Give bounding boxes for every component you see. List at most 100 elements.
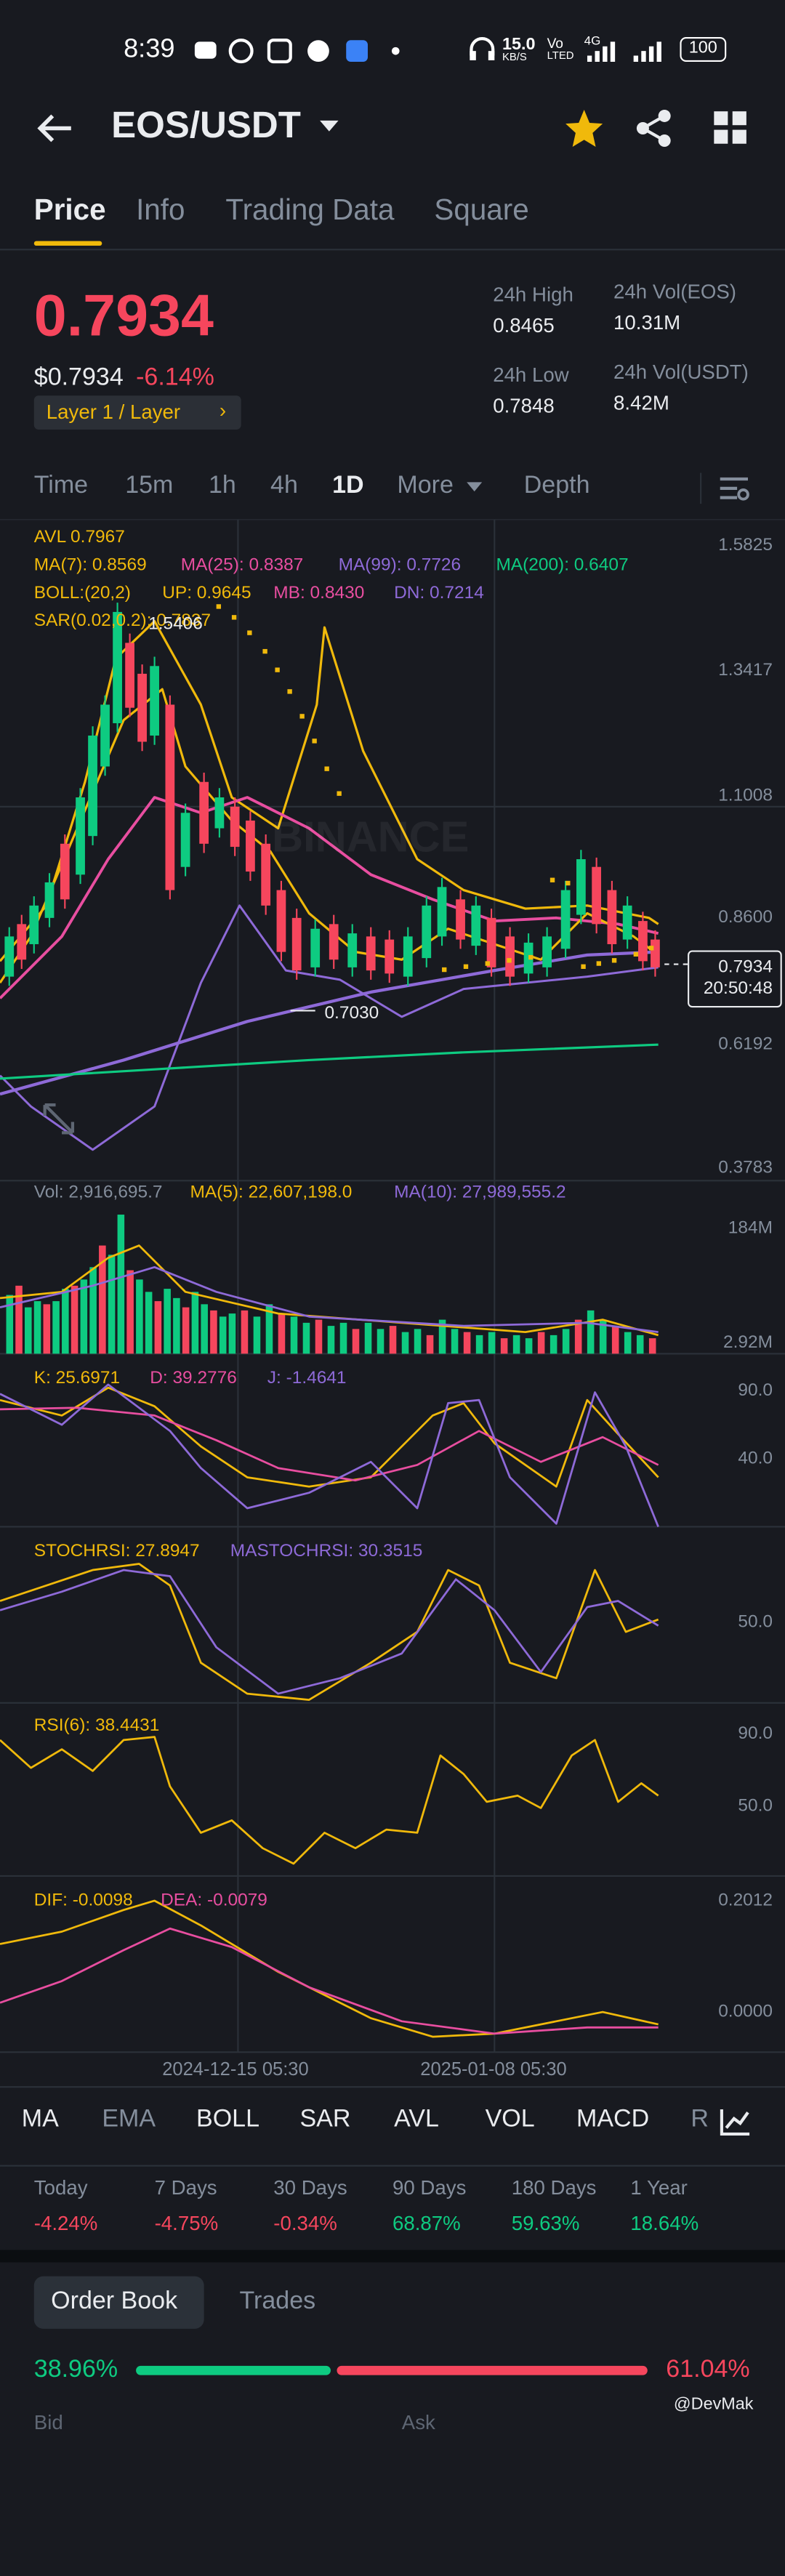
volume-bar: [228, 1313, 236, 1354]
sar-dot: [463, 964, 469, 970]
perf-value: -0.34%: [273, 2211, 337, 2235]
chart-area[interactable]: AVL 0.7967 MA(7): 0.8569 MA(25): 0.8387 …: [0, 519, 785, 2086]
sell-ratio: 61.04%: [666, 2356, 750, 2383]
binance-watermark: BINANCE: [272, 813, 470, 861]
indicator-ema[interactable]: EMA: [102, 2106, 156, 2133]
tf-1h[interactable]: 1h: [209, 472, 236, 499]
indicator-boll[interactable]: BOLL: [196, 2106, 260, 2133]
sell-ratio-bar: [337, 2365, 648, 2375]
legend-vol-ma10: MA(10): 27,989,555.2: [394, 1183, 566, 1203]
indicator-ma[interactable]: MA: [21, 2106, 59, 2133]
sar-dot: [611, 958, 617, 963]
candle-body: [76, 797, 85, 875]
candle-body: [385, 939, 395, 974]
tab-info[interactable]: Info: [136, 194, 185, 228]
tab-trading-data[interactable]: Trading Data: [225, 194, 395, 228]
kdj-axis-label: 40.0: [738, 1449, 773, 1468]
pair-title[interactable]: EOS/USDT: [111, 105, 301, 147]
volume-bar: [636, 1335, 644, 1354]
volume-bar: [154, 1301, 162, 1354]
tab-price[interactable]: Price: [33, 194, 106, 228]
tab-square[interactable]: Square: [434, 194, 529, 228]
volume-bar: [648, 1338, 656, 1354]
vol-ma10-line: [0, 1265, 659, 1333]
candle-body: [471, 905, 481, 946]
tf-4h[interactable]: 4h: [270, 472, 298, 499]
boll-up-line: [0, 620, 659, 962]
tf-time[interactable]: Time: [33, 472, 89, 499]
perf-value: 59.63%: [511, 2211, 580, 2235]
candle-body: [422, 905, 432, 959]
sar-dot: [581, 964, 586, 970]
perf-value: 68.87%: [392, 2211, 461, 2235]
expand-chart-icon[interactable]: [40, 1100, 77, 1138]
candle-body: [651, 939, 660, 967]
perf-value: 18.64%: [630, 2211, 699, 2235]
signal-icon: [587, 41, 661, 63]
candle-body: [4, 936, 15, 977]
sar-dot: [528, 954, 534, 960]
tf-depth[interactable]: Depth: [523, 472, 590, 499]
tf-1d[interactable]: 1D: [332, 472, 364, 499]
tab-trades[interactable]: Trades: [239, 2288, 316, 2315]
ma25-line: [0, 796, 659, 999]
legend-macd-dea: DEA: -0.0079: [161, 1891, 267, 1910]
sar-dot: [485, 961, 490, 966]
status-bar: 8:39 15.0 KB/S Vo LTED 4G 100: [0, 0, 785, 99]
legend-kdj-k: K: 25.6971: [33, 1369, 121, 1388]
category-label: Layer 1 / Layer: [46, 400, 181, 424]
buy-ratio-bar: [136, 2365, 331, 2375]
category-tag[interactable]: Layer 1 / Layer ›: [33, 395, 241, 430]
indicator-avl[interactable]: AVL: [394, 2106, 439, 2133]
tf-15m[interactable]: 15m: [125, 472, 174, 499]
share-icon[interactable]: [635, 108, 672, 148]
price-axis-label: 1.1008: [718, 786, 773, 805]
tf-more[interactable]: More: [397, 472, 454, 499]
candle-body: [246, 820, 255, 872]
volume-bar: [43, 1304, 51, 1354]
price-axis-label: 0.6192: [718, 1035, 773, 1054]
indicator-vol[interactable]: VOL: [485, 2106, 535, 2133]
price-axis-label: 1.5825: [718, 536, 773, 555]
current-price-tag[interactable]: 0.7934 20:50:48: [688, 950, 782, 1008]
volume-bar: [611, 1326, 619, 1354]
indicator-macd[interactable]: MACD: [576, 2106, 650, 2133]
macd-axis-label: 0.0000: [718, 2003, 773, 2021]
legend-ma99: MA(99): 0.7726: [338, 556, 462, 575]
volume-bar: [525, 1338, 533, 1354]
indicator-sar[interactable]: SAR: [299, 2106, 351, 2133]
vol-usdt-label: 24h Vol(USDT): [613, 360, 749, 384]
high-label: 24h High: [493, 283, 573, 306]
sar-dot: [287, 689, 292, 694]
legend-mastochrsi: MASTOCHRSI: 30.3515: [230, 1542, 423, 1561]
chart-canvas[interactable]: [0, 519, 785, 2086]
volume-bar: [117, 1215, 125, 1354]
volume-bar: [500, 1338, 508, 1354]
legend-boll-up: UP: 0.9645: [162, 584, 251, 603]
net-unit: KB/S: [502, 52, 527, 64]
grid-menu-icon[interactable]: [714, 111, 748, 145]
macd-dif-line: [0, 1899, 659, 2038]
legend-kdj-d: D: 39.2776: [150, 1369, 237, 1388]
chevron-right-icon: ›: [219, 398, 227, 422]
indicator-chart-icon[interactable]: [720, 2108, 752, 2136]
date-label: 2024-12-15 05:30: [162, 2058, 309, 2080]
perf-1y: 1 Year 18.64%: [630, 2175, 699, 2234]
low-label: 24h Low: [493, 363, 569, 387]
volume-bar: [15, 1285, 23, 1354]
volume-bar: [164, 1289, 171, 1354]
volume-bar: [599, 1319, 607, 1354]
tab-order-book[interactable]: Order Book: [33, 2276, 204, 2329]
legend-ma200: MA(200): 0.6407: [496, 556, 629, 575]
candle-body: [180, 813, 190, 867]
volume-bar: [210, 1310, 217, 1354]
chart-settings-icon[interactable]: [719, 475, 750, 502]
top-bar: EOS/USDT: [0, 99, 785, 161]
chevron-down-icon[interactable]: [318, 119, 340, 134]
indicator-rsi[interactable]: R: [691, 2106, 709, 2133]
star-icon[interactable]: [564, 108, 604, 148]
legend-ma25: MA(25): 0.8387: [180, 556, 304, 575]
status-time: 8:39: [124, 33, 175, 64]
back-arrow-icon[interactable]: [34, 111, 74, 145]
vol-ma5-line: [0, 1244, 659, 1337]
